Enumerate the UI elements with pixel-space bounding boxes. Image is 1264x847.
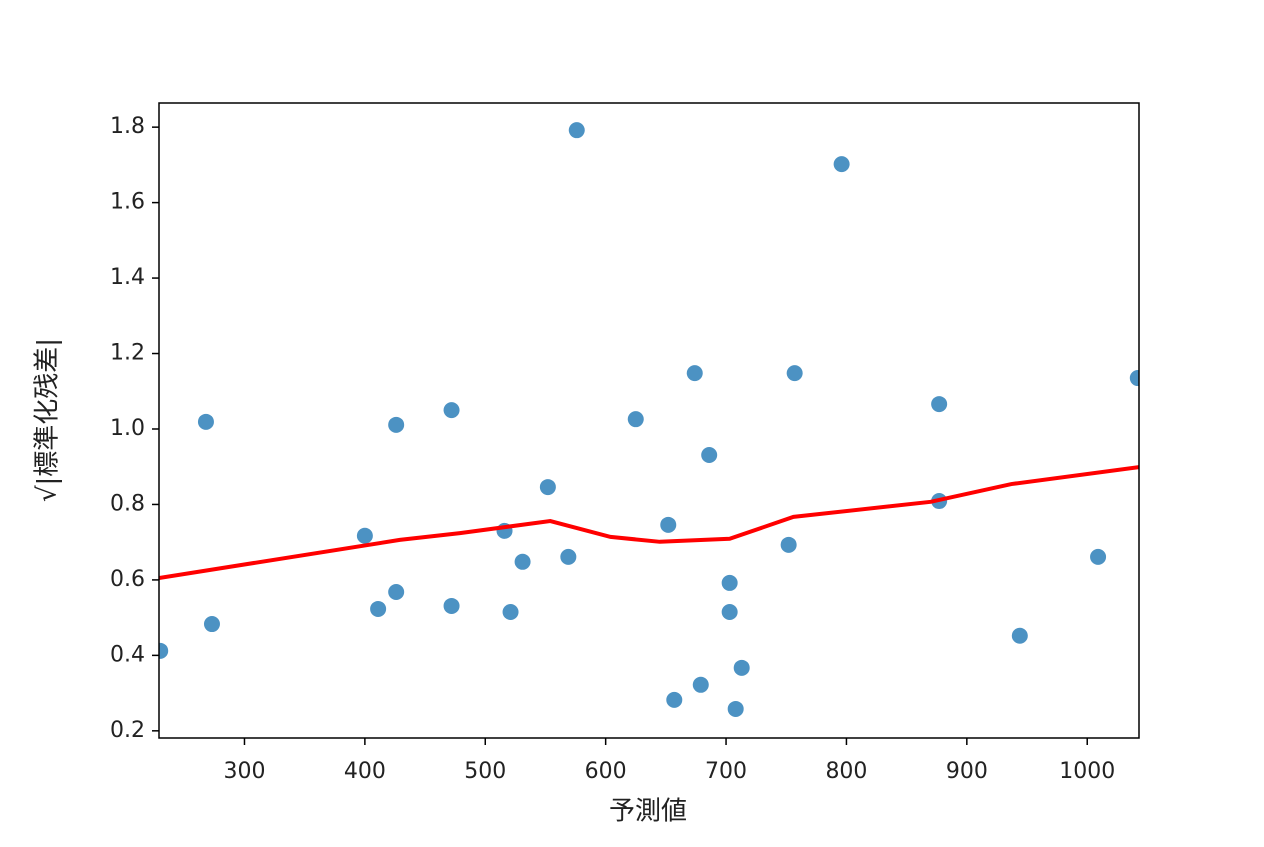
point [660, 516, 677, 533]
point [1129, 370, 1139, 387]
point [502, 603, 519, 620]
point [514, 553, 531, 570]
x-tick-label: 400 [344, 759, 386, 784]
plot-frame [158, 102, 1140, 739]
point [443, 402, 460, 419]
point [159, 642, 169, 659]
point [356, 527, 373, 544]
point [686, 365, 703, 382]
point [733, 659, 750, 676]
point [443, 597, 460, 614]
point [780, 536, 797, 553]
point [721, 574, 738, 591]
point [701, 447, 718, 464]
point [388, 416, 405, 433]
x-tick-label: 600 [585, 759, 627, 784]
y-tick-label: 1.0 [110, 416, 145, 441]
point [666, 691, 683, 708]
x-tick-label: 500 [464, 759, 506, 784]
point [1011, 627, 1028, 644]
y-tick-label: 0.6 [110, 567, 145, 592]
x-tick-label: 1000 [1059, 759, 1115, 784]
y-tick-label: 1.4 [110, 265, 145, 290]
point [560, 548, 577, 565]
x-tick-label: 800 [825, 759, 867, 784]
x-tick-label: 700 [705, 759, 747, 784]
point [203, 616, 220, 633]
point [1090, 548, 1107, 565]
point [833, 156, 850, 173]
point [727, 700, 744, 717]
y-tick-label: 1.6 [110, 190, 145, 215]
x-tick-label: 300 [223, 759, 265, 784]
point [627, 411, 644, 428]
y-axis-label: √|標準化残差| [33, 338, 63, 502]
y-tick-label: 1.2 [110, 341, 145, 366]
y-tick-label: 1.8 [110, 114, 145, 139]
point [197, 413, 214, 430]
point [539, 479, 556, 496]
point [931, 396, 948, 413]
y-tick-label: 0.8 [110, 491, 145, 516]
point [388, 583, 405, 600]
point [692, 676, 709, 693]
x-axis-label: 予測値 [609, 797, 687, 827]
point [786, 365, 803, 382]
point [568, 122, 585, 139]
x-tick-label: 900 [946, 759, 988, 784]
point [721, 603, 738, 620]
y-tick-label: 0.4 [110, 642, 145, 667]
trend-line [159, 465, 1139, 580]
point [370, 600, 387, 617]
y-tick-label: 0.2 [110, 718, 145, 743]
